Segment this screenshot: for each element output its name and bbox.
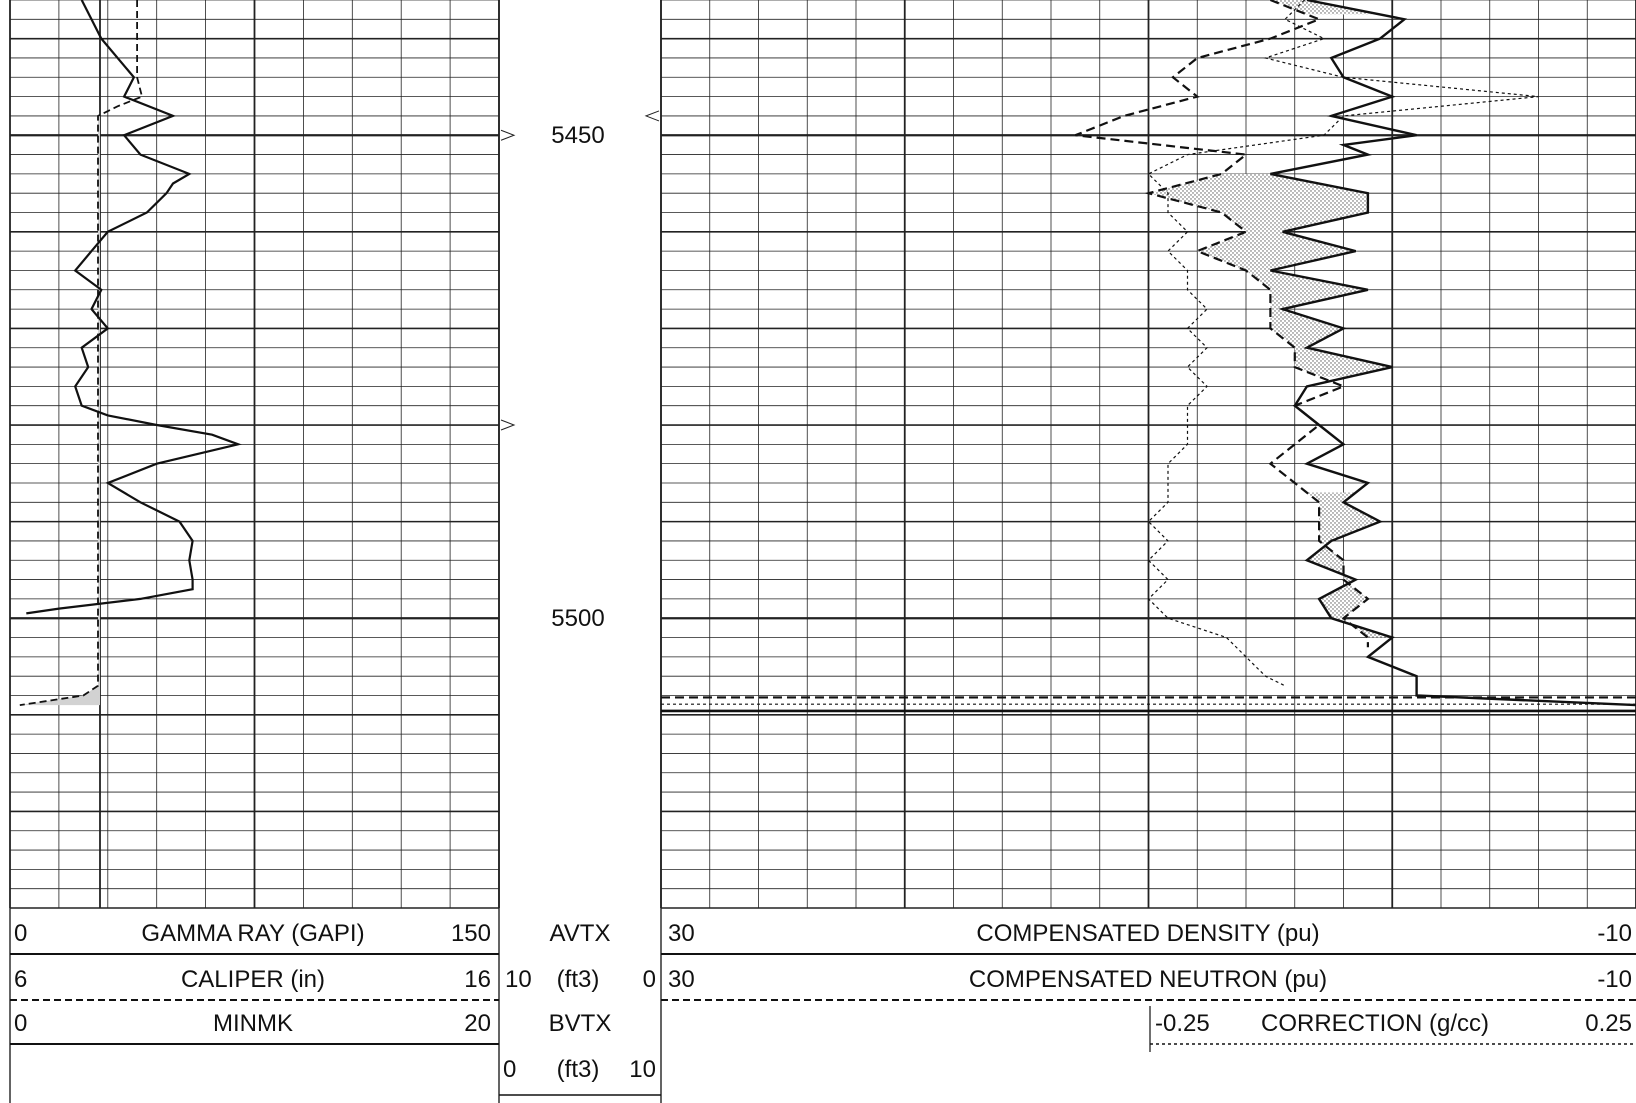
- avtx-unit-label: (ft3): [557, 966, 600, 993]
- avtx-max-label: 0: [643, 966, 656, 993]
- gr-min-label: 0: [14, 920, 27, 947]
- track1-grid: [9, 0, 500, 909]
- depth-label: 5500: [551, 605, 604, 632]
- correction-min-label: -0.25: [1155, 1010, 1210, 1037]
- correction-curve: [1147, 0, 1539, 687]
- depth-tick-marker: [500, 419, 516, 431]
- minmk-max-label: 20: [464, 1010, 491, 1037]
- gr-name-label: GAMMA RAY (GAPI): [141, 920, 364, 947]
- depth-track: 5450 5500: [500, 110, 660, 632]
- bvtx-max-label: 10: [629, 1056, 656, 1083]
- caliper-min-label: 6: [14, 966, 27, 993]
- bvtx-unit-label: (ft3): [557, 1056, 600, 1083]
- track3-grid: [9, 0, 1636, 1103]
- bvtx-label: BVTX: [549, 1010, 612, 1037]
- density-max-label: -10: [1597, 920, 1632, 947]
- minmk-min-label: 0: [14, 1010, 27, 1037]
- depth-tick-marker: [644, 110, 660, 122]
- curve-shading: [19, 0, 1393, 706]
- density-min-label: 30: [668, 920, 695, 947]
- log-curves: [19, 0, 1636, 713]
- neutron-max-label: -10: [1597, 966, 1632, 993]
- caliper-max-label: 16: [464, 966, 491, 993]
- avtx-label: AVTX: [550, 920, 611, 947]
- gamma-ray-curve: [26, 0, 243, 615]
- density-curve: [1270, 0, 1636, 707]
- neutron-curve: [1074, 0, 1370, 648]
- depth-label: 5450: [551, 122, 604, 149]
- avtx-min-label: 10: [505, 966, 532, 993]
- gr-max-label: 150: [451, 920, 491, 947]
- bvtx-min-label: 0: [503, 1056, 516, 1083]
- caliper-shading: [19, 115, 100, 706]
- depth-tick-marker: [500, 129, 516, 141]
- caliper-curve: [19, 0, 144, 706]
- correction-name-label: CORRECTION (g/cc): [1261, 1010, 1489, 1037]
- curve-header: 0 GAMMA RAY (GAPI) 150 AVTX 30 COMPENSAT…: [14, 920, 1632, 1083]
- crossover-shading: [1148, 173, 1393, 377]
- correction-max-label: 0.25: [1585, 1010, 1632, 1037]
- density-name-label: COMPENSATED DENSITY (pu): [976, 920, 1319, 947]
- neutron-min-label: 30: [668, 966, 695, 993]
- neutron-name-label: COMPENSATED NEUTRON (pu): [969, 966, 1327, 993]
- minmk-name-label: MINMK: [213, 1010, 293, 1037]
- crossover-shading: [1306, 492, 1393, 638]
- header-dividers: [10, 953, 1636, 1096]
- caliper-name-label: CALIPER (in): [181, 966, 325, 993]
